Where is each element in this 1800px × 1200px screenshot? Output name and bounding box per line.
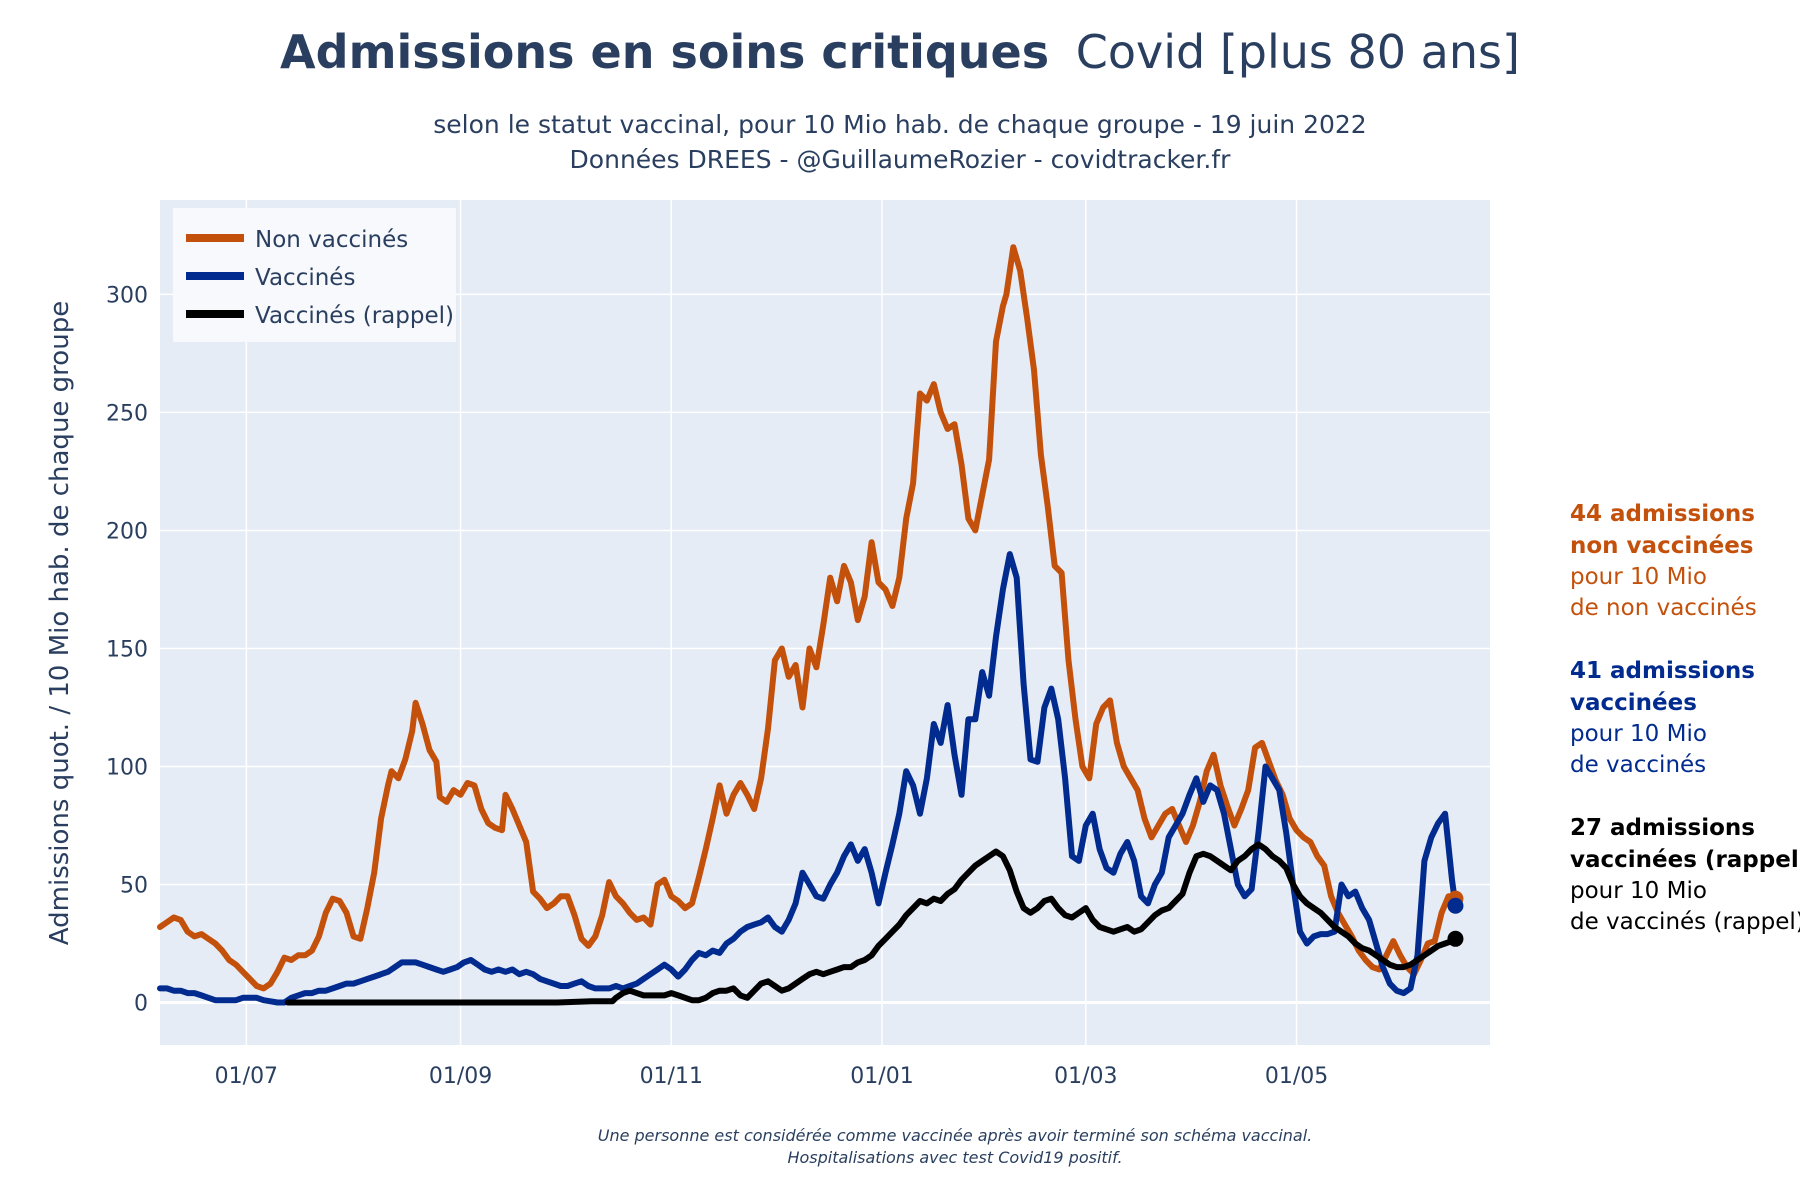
series-layer bbox=[157, 244, 1459, 1006]
annotation-rappel-line1: 27 admissions bbox=[1570, 815, 1755, 841]
legend[interactable]: Non vaccinés Vaccinés Vaccinés (rappel) bbox=[173, 208, 456, 342]
x-tick-label: 01/11 bbox=[640, 1064, 703, 1089]
annotation-non-vaccines-line1: 44 admissions bbox=[1570, 501, 1755, 527]
y-axis-ticks: 0 50 100 150 200 250 300 bbox=[106, 283, 148, 1016]
chart-subtitle-2: Données DREES - @GuillaumeRozier - covid… bbox=[570, 145, 1232, 174]
annotation-vaccines-line2: vaccinées bbox=[1570, 690, 1697, 716]
y-tick-label: 100 bbox=[106, 755, 148, 780]
y-tick-label: 250 bbox=[106, 401, 148, 426]
y-tick-label: 0 bbox=[134, 992, 148, 1017]
chart-title: Admissions en soins critiques Covid [plu… bbox=[280, 25, 1520, 79]
end-markers bbox=[1447, 890, 1464, 947]
x-tick-label: 01/03 bbox=[1054, 1064, 1117, 1089]
annotation-non-vaccines-line3: pour 10 Mio bbox=[1570, 564, 1707, 590]
end-marker-vaccines bbox=[1447, 897, 1464, 914]
y-tick-label: 300 bbox=[106, 283, 148, 308]
footnote-line2: Hospitalisations avec test Covid19 posit… bbox=[787, 1148, 1122, 1167]
legend-label-non-vaccines[interactable]: Non vaccinés bbox=[255, 227, 408, 253]
annotation-vaccines-line4: de vaccinés bbox=[1570, 752, 1706, 778]
annotation-vaccines-line3: pour 10 Mio bbox=[1570, 721, 1707, 747]
chart-title-normal: Covid [plus 80 ans] bbox=[1076, 25, 1520, 79]
footnote-line1: Une personne est considérée comme vaccin… bbox=[598, 1126, 1313, 1145]
right-annotations: 44 admissions non vaccinées pour 10 Mio … bbox=[1570, 501, 1800, 935]
chart-subtitle-1: selon le statut vaccinal, pour 10 Mio ha… bbox=[433, 110, 1366, 139]
series-line-vaccines bbox=[157, 551, 1459, 1006]
end-marker-rappel bbox=[1447, 930, 1464, 947]
series-line-rappel bbox=[284, 841, 1459, 1006]
annotation-non-vaccines-line4: de non vaccinés bbox=[1570, 595, 1757, 621]
x-tick-label: 01/01 bbox=[850, 1064, 913, 1089]
legend-label-rappel[interactable]: Vaccinés (rappel) bbox=[255, 303, 454, 329]
y-tick-label: 200 bbox=[106, 519, 148, 544]
annotation-rappel-line3: pour 10 Mio bbox=[1570, 878, 1707, 904]
series-line-non-vaccines bbox=[157, 244, 1459, 992]
x-axis-ticks: 01/07 01/09 01/11 01/01 01/03 01/05 bbox=[215, 1064, 1329, 1089]
x-tick-label: 01/09 bbox=[429, 1064, 492, 1089]
x-tick-label: 01/07 bbox=[215, 1064, 278, 1089]
y-tick-label: 50 bbox=[120, 873, 148, 898]
y-tick-label: 150 bbox=[106, 637, 148, 662]
annotation-rappel-line2: vaccinées (rappel) bbox=[1570, 847, 1800, 873]
legend-label-vaccines[interactable]: Vaccinés bbox=[255, 265, 355, 291]
x-tick-label: 01/05 bbox=[1265, 1064, 1328, 1089]
y-axis-label: Admissions quot. / 10 Mio hab. de chaque… bbox=[45, 301, 75, 945]
annotation-vaccines-line1: 41 admissions bbox=[1570, 658, 1755, 684]
annotation-non-vaccines-line2: non vaccinées bbox=[1570, 533, 1753, 559]
annotation-rappel-line4: de vaccinés (rappel) bbox=[1570, 909, 1800, 935]
chart-title-bold: Admissions en soins critiques bbox=[280, 25, 1049, 79]
